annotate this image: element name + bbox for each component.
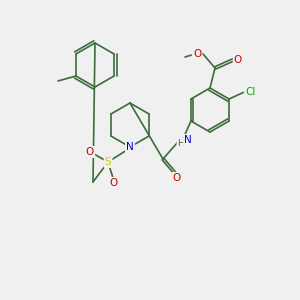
Text: N: N: [126, 142, 134, 152]
Text: H: H: [178, 139, 184, 148]
Text: N: N: [184, 135, 192, 145]
Text: Cl: Cl: [245, 87, 256, 98]
Text: O: O: [173, 173, 181, 183]
Text: O: O: [193, 49, 201, 59]
Text: O: O: [86, 147, 94, 157]
Text: S: S: [105, 157, 111, 167]
Text: O: O: [234, 55, 242, 65]
Text: O: O: [109, 178, 117, 188]
